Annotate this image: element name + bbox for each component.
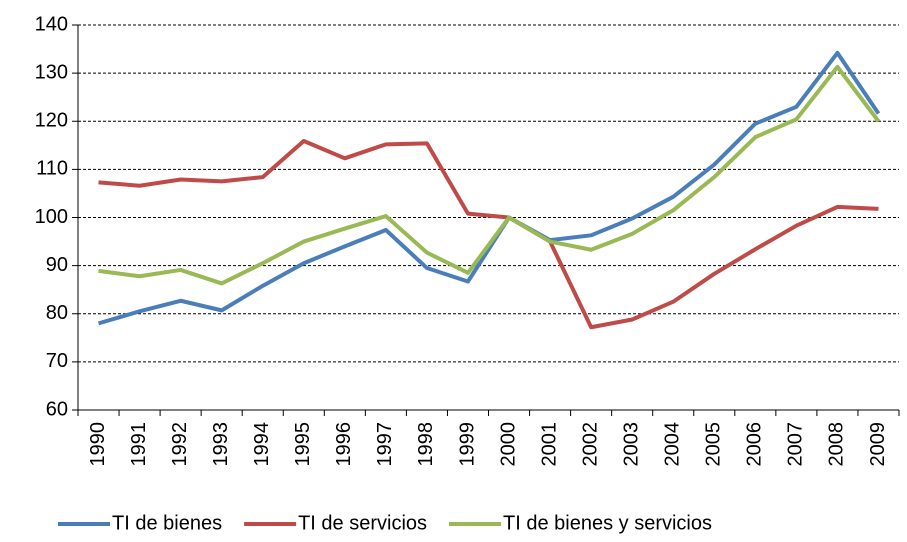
x-tick-label: 2007 [785,422,807,467]
y-tick-label: 110 [36,158,68,180]
y-tick-label: 100 [35,206,68,228]
x-tick-label: 1990 [87,422,109,467]
x-tick-label: 1991 [128,422,150,467]
x-tick-label: 2000 [497,422,519,467]
y-tick-label: 70 [46,350,68,372]
y-tick-label: 140 [35,13,68,35]
x-tick-label: 2001 [538,422,560,467]
x-tick-label: 1998 [415,422,437,467]
y-tick-label: 90 [46,254,68,276]
series-line [98,64,881,286]
y-tick-label: 130 [35,61,68,83]
x-tick-label: 1999 [456,422,478,467]
x-tick-label: 1997 [374,422,396,467]
x-tick-label: 2002 [579,422,601,467]
y-tick-label: 120 [35,110,68,132]
series-line [97,50,881,326]
x-tick-label: 1995 [292,422,314,467]
y-tick-label: 60 [46,398,68,420]
legend-label: TI de bienes y servicios [503,512,712,534]
x-tick-label: 1996 [333,422,355,467]
x-tick-label: 2008 [826,422,848,467]
x-tick-label: 2004 [662,422,684,467]
x-tick-label: 1992 [169,422,191,467]
x-tick-label: 2009 [867,422,889,467]
x-tick-label: 2003 [620,422,642,467]
x-tick-label: 2006 [744,422,766,467]
x-tick-label: 1994 [251,422,273,467]
legend-label: TI de bienes [112,512,222,534]
x-tick-label: 2005 [703,422,725,467]
x-tick-label: 1993 [210,422,232,467]
y-tick-label: 80 [46,302,68,324]
series-line [98,138,879,330]
legend-label: TI de servicios [298,512,427,534]
